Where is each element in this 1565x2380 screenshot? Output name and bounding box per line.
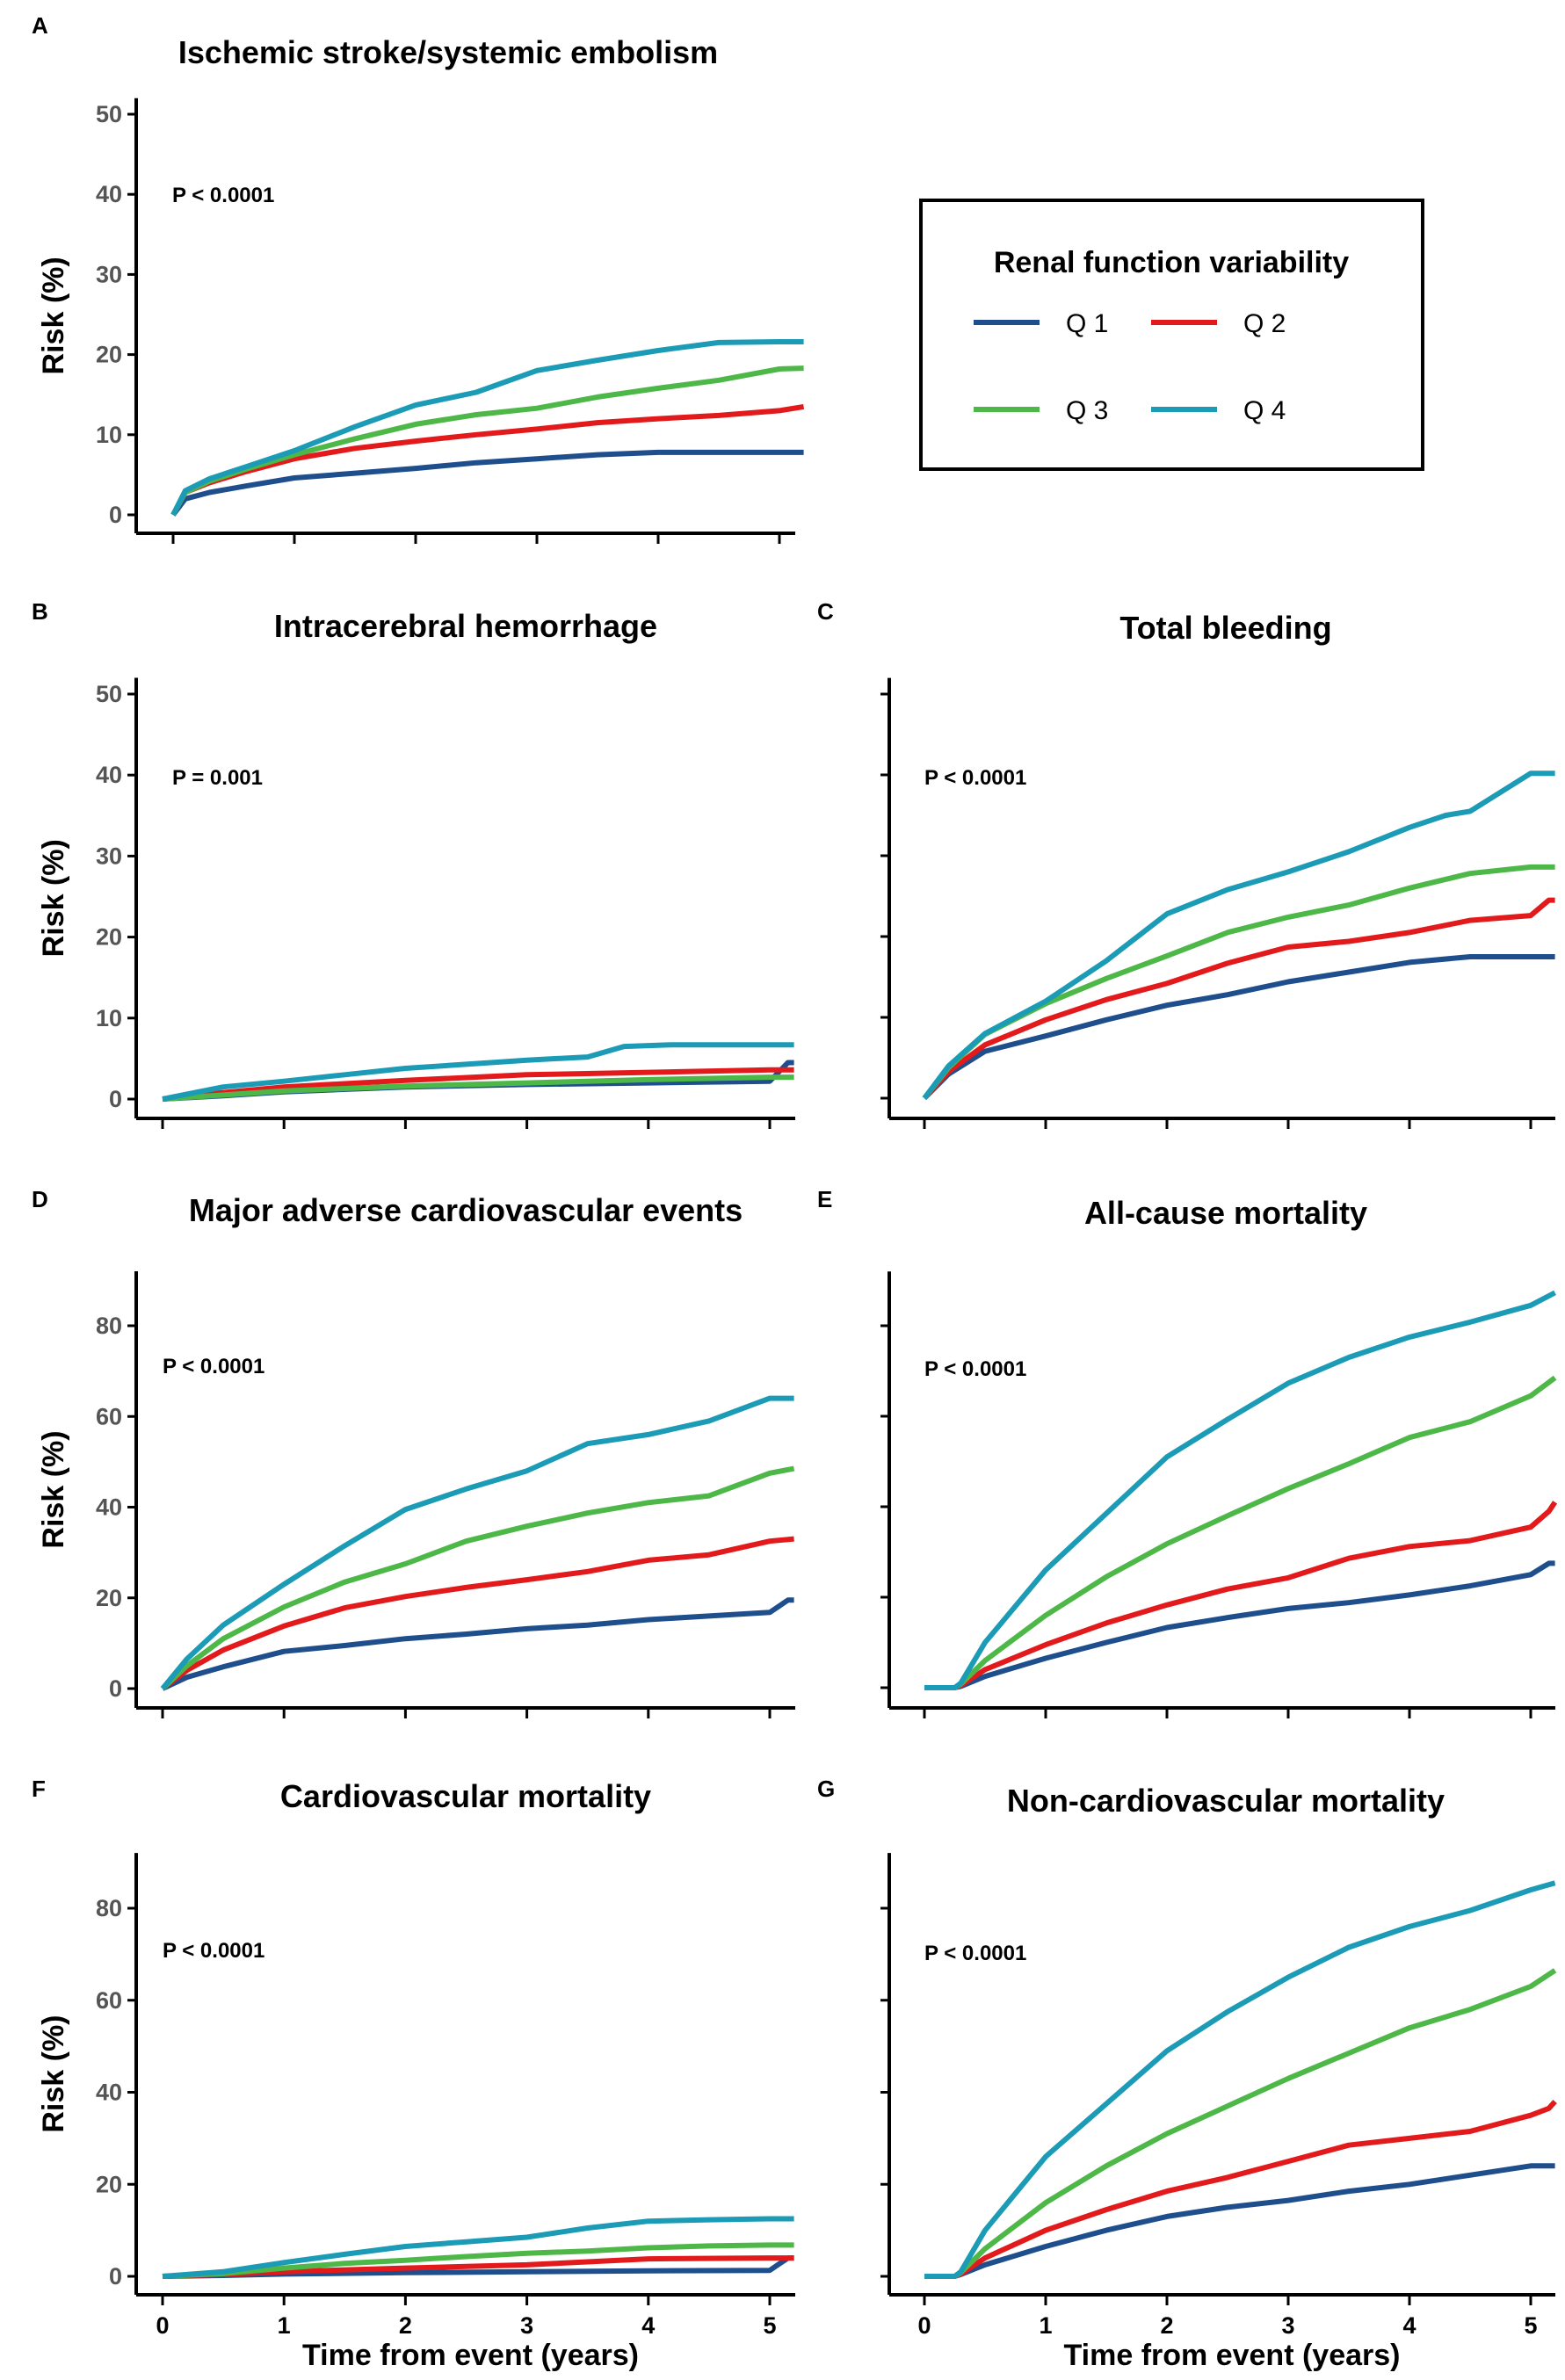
y-tick-label-d-0: 0 bbox=[109, 1675, 122, 1702]
panel-title-f: Cardiovascular mortality bbox=[280, 1778, 651, 1814]
p-value-a: P < 0.0001 bbox=[172, 184, 274, 207]
x-tick-label-f-5: 5 bbox=[763, 2312, 776, 2339]
y-tick-label-b-40: 40 bbox=[96, 762, 122, 788]
panel-g: G Non-cardiovascular mortality P < 0.0001 0… bbox=[817, 1776, 1557, 2372]
panel-a: A Ischemic stroke/systemic embolism P < 0.… bbox=[32, 12, 805, 544]
y-tick-label-a-50: 50 bbox=[96, 101, 122, 127]
series-q1-d bbox=[161, 1597, 794, 1691]
series-q4-f bbox=[162, 2216, 794, 2279]
x-tick-label-f-0: 0 bbox=[156, 2312, 169, 2339]
x-tick-label-f-1: 1 bbox=[278, 2312, 291, 2339]
x-tick-label-g-5: 5 bbox=[1524, 2312, 1537, 2339]
y-tick-label-f-80: 80 bbox=[96, 1895, 122, 1921]
panel-title-d: Major adverse cardiovascular events bbox=[189, 1192, 743, 1228]
x-tick-label-g-1: 1 bbox=[1039, 2312, 1052, 2339]
x-axis-label-f: Time from event (years) bbox=[302, 2339, 639, 2372]
x-tick-label-g-2: 2 bbox=[1160, 2312, 1173, 2339]
y-tick-label-f-60: 60 bbox=[96, 1987, 122, 2014]
p-value-d: P < 0.0001 bbox=[163, 1355, 264, 1378]
series-q4-c bbox=[922, 770, 1555, 1100]
series-q4-g bbox=[924, 1880, 1556, 2279]
series-q1-a bbox=[170, 449, 804, 517]
x-tick-label-f-3: 3 bbox=[520, 2312, 533, 2339]
y-tick-label-a-30: 30 bbox=[96, 261, 122, 287]
panel-letter-c: C bbox=[817, 598, 834, 625]
series-q1-e bbox=[924, 1560, 1555, 1690]
panel-d: D Major adverse cardiovascular events P < … bbox=[32, 1186, 795, 1718]
y-axis-label-b: Risk (%) bbox=[37, 839, 70, 957]
y-tick-label-d-60: 60 bbox=[96, 1403, 122, 1429]
series-q3-e bbox=[924, 1375, 1557, 1690]
y-tick-label-a-20: 20 bbox=[96, 342, 122, 368]
y-axis-label-f: Risk (%) bbox=[37, 2015, 70, 2133]
series-q1-c bbox=[922, 954, 1555, 1101]
series-q3-g bbox=[924, 1968, 1557, 2279]
legend-label-q3: Q 3 bbox=[1066, 396, 1108, 425]
series-q2-e bbox=[924, 1501, 1558, 1690]
x-tick-label-g-3: 3 bbox=[1281, 2312, 1294, 2339]
panel-title-e: All-cause mortality bbox=[1084, 1195, 1367, 1231]
legend-label-q1: Q 1 bbox=[1066, 309, 1108, 338]
series-q3-d bbox=[160, 1465, 795, 1691]
panel-letter-a: A bbox=[32, 12, 48, 39]
series-q2-d bbox=[161, 1536, 794, 1691]
p-value-c: P < 0.0001 bbox=[924, 766, 1026, 790]
y-tick-label-d-40: 40 bbox=[96, 1494, 122, 1521]
legend-label-q4: Q 4 bbox=[1243, 396, 1286, 425]
y-tick-label-d-20: 20 bbox=[96, 1585, 122, 1611]
panel-title-g: Non-cardiovascular mortality bbox=[1007, 1783, 1445, 1819]
legend-title: Renal function variability bbox=[994, 246, 1349, 279]
y-tick-label-a-0: 0 bbox=[109, 502, 122, 528]
panel-letter-g: G bbox=[817, 1776, 835, 1802]
y-tick-label-f-0: 0 bbox=[109, 2263, 122, 2290]
x-tick-label-f-4: 4 bbox=[641, 2312, 655, 2339]
panel-title-b: Intracerebral hemorrhage bbox=[274, 608, 657, 644]
y-tick-label-b-20: 20 bbox=[96, 924, 122, 951]
series-q2-b bbox=[162, 1067, 794, 1102]
p-value-g: P < 0.0001 bbox=[924, 1942, 1026, 1965]
panel-b: B Intracerebral hemorrhage P = 0.001 0 10 20 3… bbox=[32, 598, 795, 1129]
x-tick-label-g-4: 4 bbox=[1402, 2312, 1416, 2339]
series-q4-b bbox=[162, 1042, 794, 1102]
p-value-e: P < 0.0001 bbox=[924, 1357, 1026, 1381]
p-value-b: P = 0.001 bbox=[172, 766, 263, 790]
y-tick-label-a-40: 40 bbox=[96, 181, 122, 207]
y-tick-label-b-10: 10 bbox=[96, 1005, 122, 1031]
panels: A Ischemic stroke/systemic embolism P < 0.… bbox=[32, 12, 1558, 2372]
legend-box bbox=[919, 199, 1424, 471]
series-q3-c bbox=[922, 864, 1555, 1100]
series-q4-e bbox=[924, 1290, 1556, 1690]
series-q4-d bbox=[160, 1395, 794, 1690]
y-axis-label-a: Risk (%) bbox=[37, 257, 70, 374]
series-q4-a bbox=[170, 339, 804, 517]
y-tick-label-f-20: 20 bbox=[96, 2171, 122, 2197]
series-q2-c bbox=[922, 897, 1555, 1101]
panel-c: C Total bleeding P < 0.0001 bbox=[817, 598, 1555, 1129]
y-tick-label-b-0: 0 bbox=[109, 1086, 122, 1112]
panel-title-c: Total bleeding bbox=[1119, 610, 1331, 646]
panel-letter-f: F bbox=[32, 1776, 46, 1802]
series-q2-g bbox=[924, 2100, 1557, 2279]
panel-e: E All-cause mortality P < 0.0001 bbox=[817, 1186, 1558, 1718]
y-tick-label-d-80: 80 bbox=[96, 1313, 122, 1339]
x-tick-label-f-2: 2 bbox=[399, 2312, 412, 2339]
panel-title-a: Ischemic stroke/systemic embolism bbox=[178, 34, 718, 70]
x-axis-label-g: Time from event (years) bbox=[1064, 2339, 1401, 2372]
y-tick-label-b-30: 30 bbox=[96, 843, 122, 869]
y-tick-label-a-10: 10 bbox=[96, 422, 122, 448]
series-q3-f bbox=[162, 2242, 794, 2279]
panel-letter-b: B bbox=[32, 598, 48, 625]
y-tick-label-b-50: 50 bbox=[96, 681, 122, 707]
p-value-f: P < 0.0001 bbox=[163, 1939, 264, 1963]
panel-letter-e: E bbox=[817, 1186, 832, 1212]
legend-label-q2: Q 2 bbox=[1243, 309, 1286, 338]
x-tick-label-g-0: 0 bbox=[917, 2312, 931, 2339]
legend: Renal function variability Q 1 Q 2 Q 3 Q… bbox=[919, 199, 1424, 471]
series-q3-b bbox=[162, 1074, 794, 1102]
y-tick-label-f-40: 40 bbox=[96, 2080, 122, 2106]
y-axis-label-d: Risk (%) bbox=[37, 1430, 70, 1548]
panel-letter-d: D bbox=[32, 1186, 48, 1212]
